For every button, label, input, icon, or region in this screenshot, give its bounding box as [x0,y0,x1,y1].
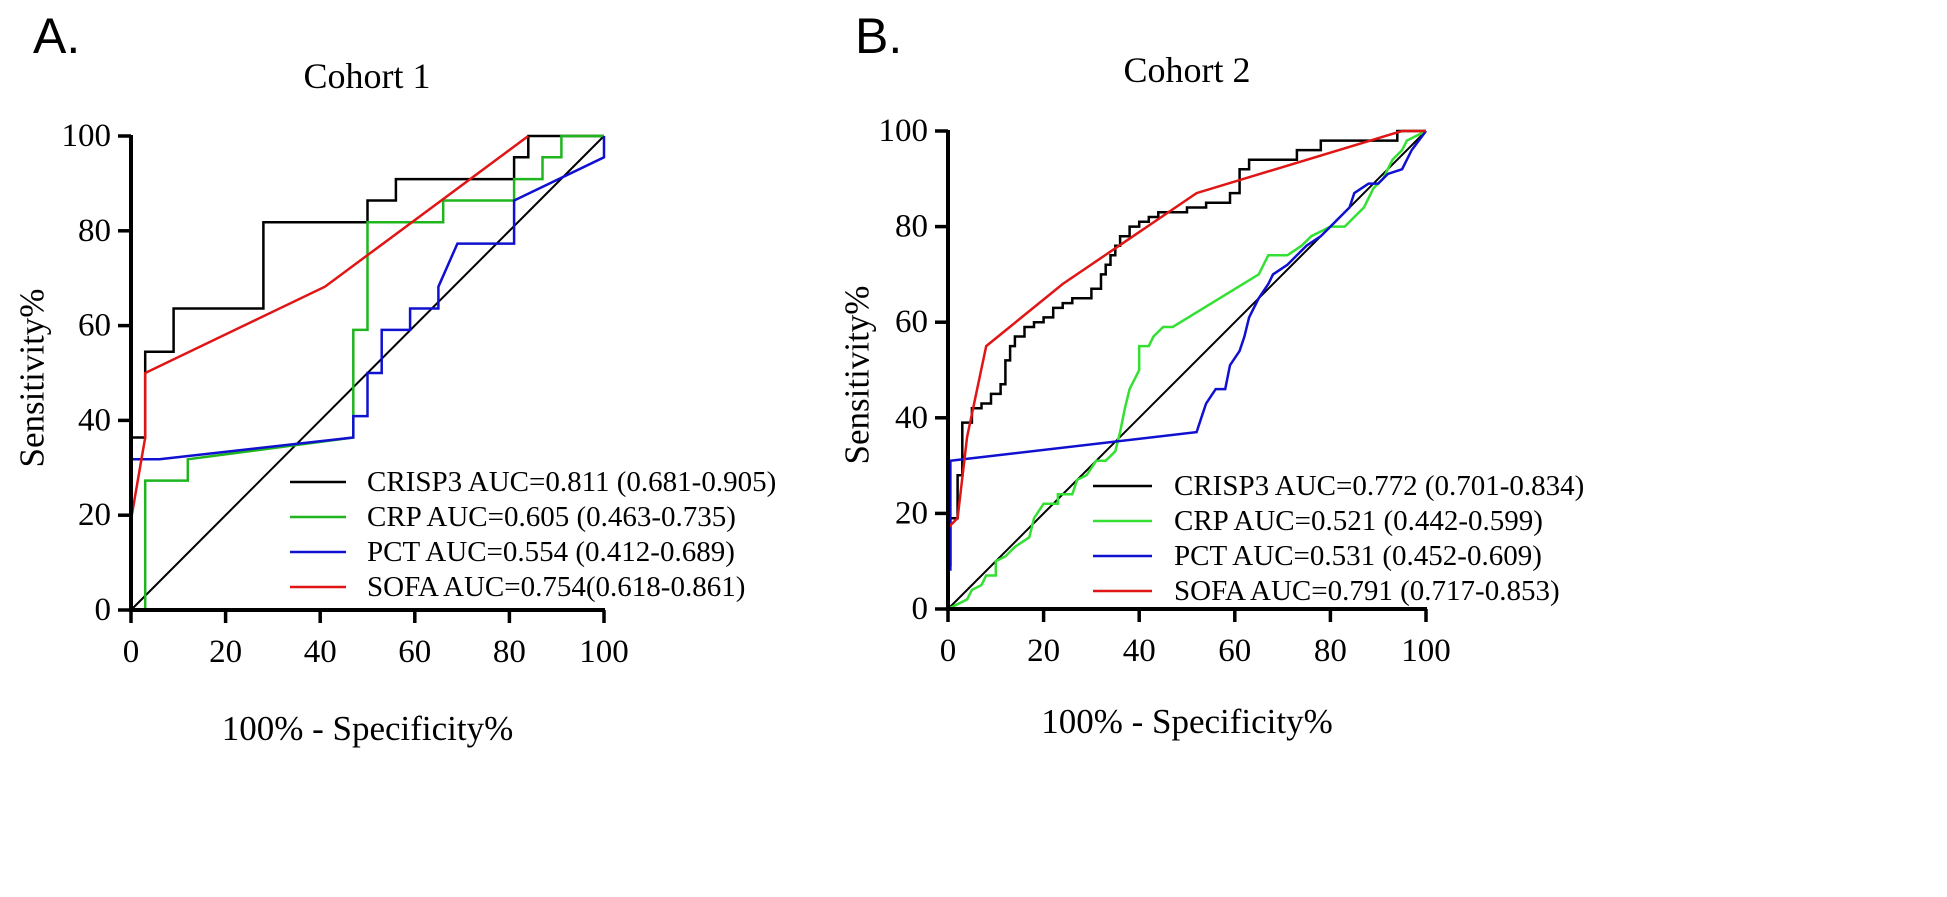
chart-title: Cohort 1 [303,56,430,96]
y-tick-label: 20 [78,497,111,533]
legend-label-crp: CRP AUC=0.605 (0.463-0.735) [367,501,736,533]
chart-panel-2: B. Cohort 2 0 20 40 60 80 100 0 20 40 60 80 100 100% -… [838,8,1585,741]
series-line-sofa [947,129,1426,529]
legend-label-crp: CRP AUC=0.521 (0.442-0.599) [1174,505,1543,537]
series-line-crisp3 [949,129,1426,566]
x-tick-label: 40 [304,634,337,670]
legend-label-sofa: SOFA AUC=0.754(0.618-0.861) [367,571,745,603]
x-tick-label: 0 [123,634,140,670]
x-tick-label: 20 [209,634,242,670]
chart-panel-1: A. Cohort 1 0 20 40 60 80 100 0 20 40 60 80 100 100% -… [13,8,777,748]
y-tick-label: 40 [78,402,111,438]
y-tick-label: 20 [895,495,928,531]
panel-letter: A. [33,8,80,64]
y-tick-label: 0 [912,591,929,627]
legend-label-crisp3: CRISP3 AUC=0.772 (0.701-0.834) [1174,470,1584,502]
legend: CRISP3 AUC=0.772 (0.701-0.834)CRP AUC=0.… [1093,470,1584,607]
series-line-sofa [129,134,530,521]
y-tick-label: 100 [879,113,929,149]
series-line-crp [143,134,604,610]
y-tick-label: 60 [78,308,111,344]
x-tick-label: 100 [1401,633,1451,669]
y-tick-label: 80 [895,209,928,245]
x-tick-label: 100 [579,634,629,670]
x-tick-label: 40 [1123,633,1156,669]
reference-diagonal [947,130,1427,610]
chart-title: Cohort 2 [1123,50,1250,90]
y-tick-label: 60 [895,304,928,340]
x-axis-label: 100% - Specificity% [1041,702,1333,741]
y-tick-label: 100 [62,118,112,154]
x-axis-label: 100% - Specificity% [222,709,514,748]
x-tick-label: 20 [1027,633,1060,669]
y-axis-label: Sensitivity% [838,286,877,465]
x-tick-label: 60 [1218,633,1251,669]
y-tick-label: 40 [895,400,928,436]
x-tick-label: 80 [1314,633,1347,669]
series-line-crp [947,129,1427,611]
y-tick-label: 0 [95,592,112,628]
series-line-pct [131,136,606,461]
x-tick-label: 60 [398,634,431,670]
panel-letter: B. [855,8,902,64]
series-line-pct [949,130,1428,571]
y-axis-label: Sensitivity% [13,289,52,468]
x-tick-label: 80 [493,634,526,670]
x-tick-label: 0 [940,633,957,669]
legend-label-crisp3: CRISP3 AUC=0.811 (0.681-0.905) [367,466,776,498]
y-tick-label: 80 [78,213,111,249]
legend-label-pct: PCT AUC=0.554 (0.412-0.689) [367,536,735,568]
legend-label-sofa: SOFA AUC=0.791 (0.717-0.853) [1174,575,1560,607]
legend-label-pct: PCT AUC=0.531 (0.452-0.609) [1174,540,1542,572]
legend: CRISP3 AUC=0.811 (0.681-0.905)CRP AUC=0.… [290,466,776,603]
